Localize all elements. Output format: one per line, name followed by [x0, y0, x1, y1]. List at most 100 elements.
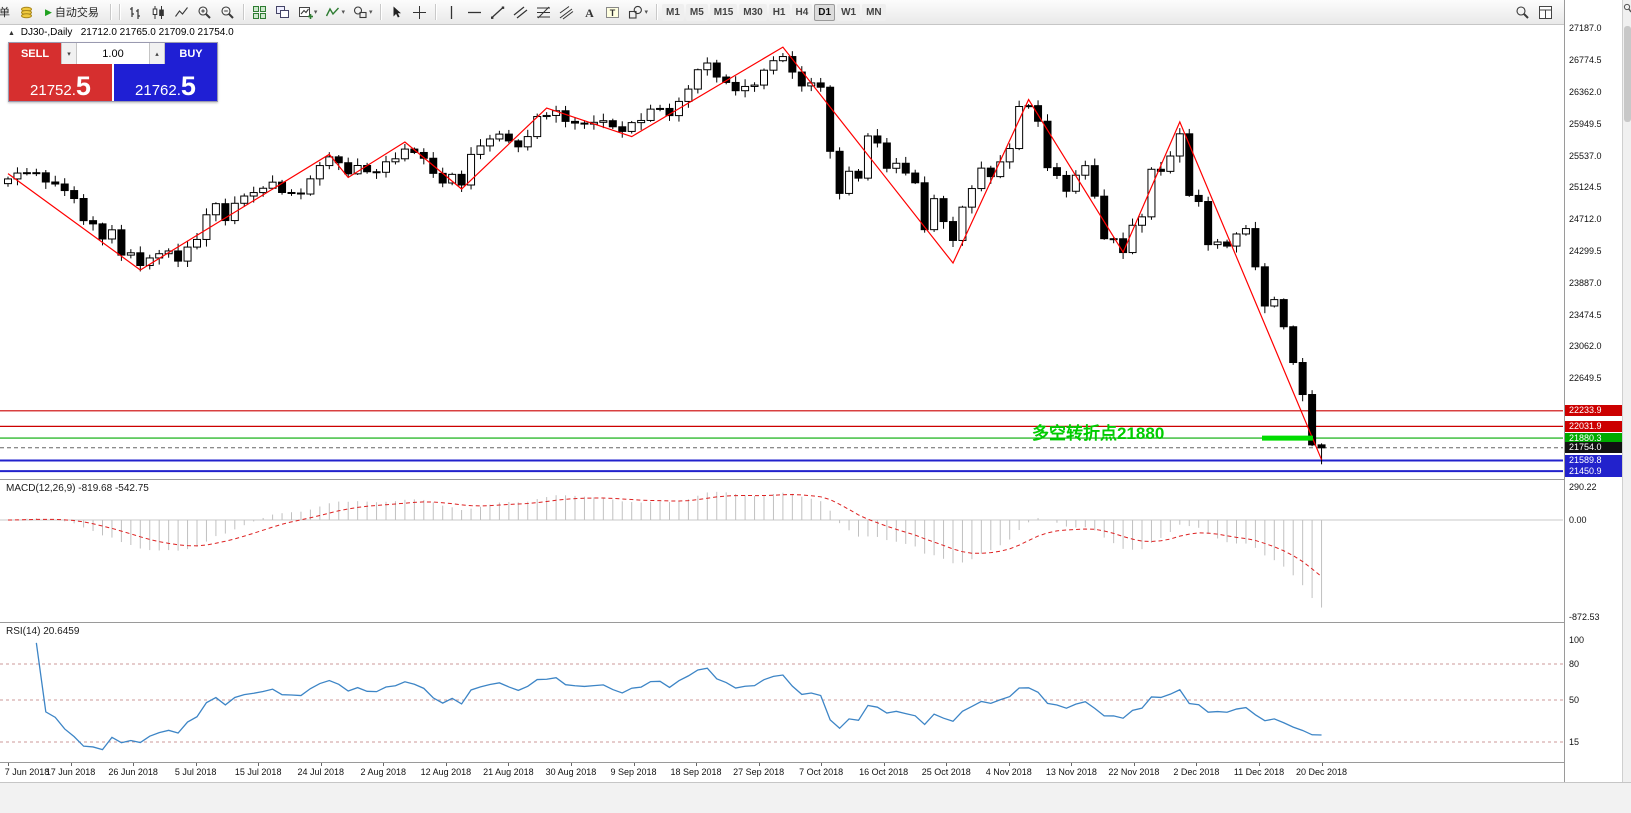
text-icon[interactable]: A — [579, 0, 600, 24]
panel-divider[interactable] — [0, 622, 1631, 623]
date-tick — [883, 763, 885, 766]
date-label: 12 Aug 2018 — [420, 767, 472, 777]
zigzag-line[interactable] — [7, 46, 1323, 460]
collapse-triangle-icon[interactable]: ▲ — [8, 30, 15, 37]
price-level-chip: 21880.3 — [1565, 432, 1623, 444]
rsi-axis-label: 80 — [1569, 658, 1580, 669]
candlesticks-icon[interactable] — [148, 0, 169, 24]
scrollbar-thumb[interactable] — [1624, 26, 1631, 122]
timeframe-button-h1[interactable]: H1 — [768, 3, 790, 21]
vertical-line-icon[interactable] — [441, 0, 462, 24]
svg-text:T: T — [610, 8, 616, 18]
indicators-icon[interactable]: ▾ — [322, 0, 348, 24]
andrews-pitchfork-icon[interactable] — [556, 0, 577, 24]
timeframe-button-m30[interactable]: M30 — [739, 3, 767, 21]
date-tick — [696, 763, 698, 766]
fibonacci-icon[interactable] — [533, 0, 554, 24]
date-label: 25 Oct 2018 — [921, 767, 971, 777]
zoom-in-icon[interactable] — [194, 0, 215, 24]
timeframe-button-m5[interactable]: M5 — [685, 3, 708, 21]
equidistant-channel-icon[interactable] — [510, 0, 531, 24]
buy-price-display[interactable]: 21762. 5 — [114, 64, 217, 101]
one-click-trading-panel: SELL ▾ 1.00 ▴ BUY 21752. 5 21762. 5 — [8, 42, 218, 102]
date-label: 9 Sep 2018 — [610, 767, 657, 777]
main-toolbar: 单 ▶ 自动交易 ▾ ▾ ▾ A T ▾ M1 M5 M15 M30 H1 H4 D1 W1 MN — [0, 0, 1631, 25]
date-label: 7 Oct 2018 — [799, 767, 844, 777]
shapes-icon[interactable]: ▾ — [625, 0, 651, 24]
toolbar-separator — [109, 4, 111, 20]
date-label: 2 Dec 2018 — [1173, 767, 1220, 777]
price-axis-label: 27187.0 — [1569, 23, 1602, 34]
buy-button[interactable]: BUY — [165, 43, 217, 64]
coins-icon[interactable] — [16, 0, 37, 24]
timeframe-button-d1[interactable]: D1 — [814, 3, 836, 21]
date-label: 2 Aug 2018 — [360, 767, 407, 777]
vertical-scrollbar[interactable] — [1622, 0, 1631, 782]
svg-text:A: A — [586, 6, 595, 20]
date-label: 26 Jun 2018 — [108, 767, 158, 777]
date-label: 4 Nov 2018 — [985, 767, 1032, 777]
price-axis-label: 25949.5 — [1569, 118, 1602, 129]
toolbar-right-icons — [1511, 0, 1557, 24]
panel-divider[interactable] — [0, 479, 1631, 480]
sell-button[interactable]: SELL — [9, 43, 61, 64]
date-label: 20 Dec 2018 — [1296, 767, 1348, 777]
timeframe-button-h4[interactable]: H4 — [791, 3, 813, 21]
date-tick — [758, 763, 760, 766]
crosshair-icon[interactable] — [409, 0, 430, 24]
volume-down-spinner[interactable]: ▾ — [61, 43, 77, 64]
play-icon: ▶ — [45, 6, 52, 17]
volume-input[interactable]: 1.00 — [77, 43, 149, 64]
new-order-button[interactable]: 单 — [0, 2, 14, 22]
date-label: 24 Jul 2018 — [297, 767, 345, 777]
objects-icon[interactable]: ▾ — [350, 0, 376, 24]
tile-windows-icon[interactable] — [249, 0, 270, 24]
price-level-chip: 22233.9 — [1565, 405, 1623, 417]
macd-panel[interactable] — [0, 480, 1563, 622]
auto-trading-button[interactable]: ▶ 自动交易 — [39, 2, 105, 22]
window-bottom-strip — [0, 782, 1631, 813]
toolbar-separator — [655, 4, 657, 20]
date-tick — [946, 763, 948, 766]
sell-price-display[interactable]: 21752. 5 — [9, 64, 112, 101]
date-tick — [133, 763, 135, 766]
timeframe-button-w1[interactable]: W1 — [837, 3, 861, 21]
date-axis[interactable]: 7 Jun 2018 17 Jun 2018 26 Jun 2018 5 Jul 20… — [0, 763, 1563, 781]
date-tick — [508, 763, 510, 766]
toolbar-separator — [435, 3, 437, 20]
magnifier-icon[interactable] — [1623, 3, 1631, 15]
rsi-panel[interactable] — [0, 623, 1563, 762]
search-icon[interactable] — [1512, 0, 1533, 24]
bar-chart-icon[interactable] — [125, 0, 146, 24]
rsi-line — [35, 642, 1322, 751]
text-label-icon[interactable]: T — [602, 0, 623, 24]
new-chart-icon[interactable]: ▾ — [295, 0, 321, 24]
macd-signal-line — [7, 494, 1322, 577]
price-chart[interactable] — [0, 24, 1563, 479]
macd-axis-label: -872.53 — [1569, 612, 1600, 623]
data-window-icon[interactable] — [1535, 0, 1556, 24]
line-chart-icon[interactable] — [171, 0, 192, 24]
horizontal-line-icon[interactable] — [464, 0, 485, 24]
chart-info: ▲ DJ30-,Daily 21712.0 21765.0 21709.0 21… — [8, 27, 234, 38]
chart-symbol-period: DJ30-,Daily — [20, 27, 73, 38]
date-label: 5 Jul 2018 — [174, 767, 217, 777]
price-axis-label: 24299.5 — [1569, 246, 1602, 257]
date-tick — [320, 763, 322, 766]
date-tick — [258, 763, 260, 766]
arrange-windows-icon[interactable] — [272, 0, 293, 24]
volume-up-spinner[interactable]: ▴ — [149, 43, 165, 64]
price-axis[interactable]: 27187.0 26774.5 26362.0 25949.5 25537.0 25124… — [1564, 0, 1623, 782]
timeframe-button-m1[interactable]: M1 — [661, 3, 684, 21]
date-tick — [1196, 763, 1198, 766]
timeframe-button-m15[interactable]: M15 — [709, 3, 738, 21]
turning-point-annotation[interactable]: 多空转折点21880 — [1032, 424, 1165, 443]
timeframe-button-mn[interactable]: MN — [862, 3, 886, 21]
price-axis-label: 25124.5 — [1569, 182, 1602, 193]
date-tick — [570, 763, 572, 766]
new-order-label: 单 — [0, 7, 10, 19]
zoom-out-icon[interactable] — [217, 0, 238, 24]
price-axis-label: 23474.5 — [1569, 309, 1602, 320]
cursor-icon[interactable] — [386, 0, 407, 24]
trendline-icon[interactable] — [487, 0, 508, 24]
